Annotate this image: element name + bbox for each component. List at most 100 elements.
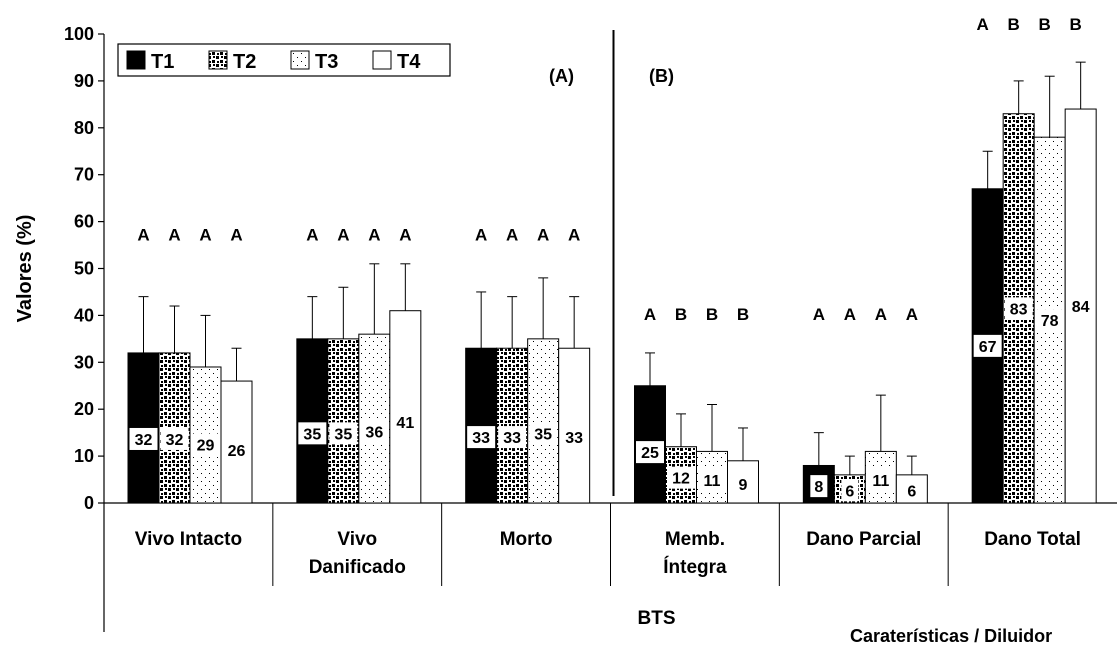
data-label-bg <box>298 422 327 445</box>
significance-letter: A <box>399 225 411 244</box>
significance-letter: A <box>199 225 211 244</box>
bar-t2 <box>158 352 191 504</box>
data-label: 35 <box>303 426 321 443</box>
category-label: Vivo <box>337 529 377 550</box>
category-label: Íntegra <box>663 556 727 578</box>
significance-letter: A <box>537 225 549 244</box>
y-tick-label: 30 <box>74 352 94 372</box>
data-label-bg <box>222 439 251 462</box>
significance-letter: A <box>306 225 318 244</box>
data-label-bg <box>866 468 895 491</box>
data-label-bg <box>160 427 189 450</box>
legend-label-t3: T3 <box>315 51 338 73</box>
y-tick-label: 10 <box>74 446 94 466</box>
data-label-bg <box>667 466 695 489</box>
significance-letter: B <box>675 305 687 324</box>
data-label: 32 <box>166 432 184 449</box>
data-label-bg <box>973 334 1002 357</box>
data-label-bg <box>734 473 752 496</box>
significance-letter: A <box>568 225 580 244</box>
data-label: 29 <box>197 438 215 455</box>
data-label: 32 <box>135 432 153 449</box>
data-label-bg <box>498 426 527 449</box>
data-label: 78 <box>1041 313 1059 330</box>
legend-label-t1: T1 <box>151 51 174 73</box>
data-label-bg <box>698 468 726 491</box>
data-label-bg <box>1035 309 1064 332</box>
data-label: 41 <box>396 415 414 432</box>
data-label-bg <box>129 427 158 450</box>
panel-label-a: (A) <box>549 66 574 86</box>
y-tick-label: 40 <box>74 305 94 325</box>
legend-swatch-t3 <box>290 50 310 70</box>
panel-label-b: (B) <box>649 66 674 86</box>
data-label-bg <box>391 411 420 434</box>
significance-letter: A <box>844 305 856 324</box>
data-label-bg <box>360 420 389 443</box>
category-label: Danificado <box>309 557 406 578</box>
significance-letter: A <box>368 225 380 244</box>
data-label-bg <box>1004 297 1033 320</box>
data-label: 6 <box>907 483 916 500</box>
y-tick-label: 100 <box>64 24 94 44</box>
significance-letter: B <box>706 305 718 324</box>
significance-letter: A <box>977 15 989 34</box>
bar-t4 <box>389 310 422 504</box>
data-label-bg <box>191 433 220 456</box>
significance-letter: A <box>506 225 518 244</box>
y-tick-label: 70 <box>74 165 94 185</box>
bar-t1 <box>127 352 160 504</box>
data-label-bg <box>329 422 358 445</box>
data-label-bg <box>810 475 828 498</box>
category-label: Memb. <box>665 529 725 550</box>
significance-letter: B <box>1039 15 1051 34</box>
data-label: 67 <box>979 339 997 356</box>
data-label: 36 <box>365 424 383 441</box>
significance-letter: B <box>1070 15 1082 34</box>
significance-letter: A <box>337 225 349 244</box>
data-label-bg <box>636 441 664 464</box>
category-label: Dano Parcial <box>806 529 921 550</box>
y-tick-label: 80 <box>74 118 94 138</box>
y-axis-label: Valores (%) <box>14 215 36 323</box>
legend: T1 T2 T3 T4 <box>117 43 451 77</box>
y-tick-label: 90 <box>74 71 94 91</box>
data-label: 35 <box>534 426 552 443</box>
category-label: Dano Total <box>984 529 1081 550</box>
axes: 0 10 20 30 40 50 60 70 80 90 100 Valores (%) <box>14 24 1117 632</box>
data-label: 33 <box>472 430 490 447</box>
significance-letter: A <box>168 225 180 244</box>
data-label: 11 <box>872 473 889 490</box>
bar-t1 <box>465 347 498 504</box>
data-label: 8 <box>814 479 823 496</box>
legend-label-t4: T4 <box>397 51 421 73</box>
data-label: 11 <box>704 473 721 490</box>
x-axis-label: Caraterísticas / Diluidor <box>850 626 1052 646</box>
legend-swatch-t1 <box>126 50 146 70</box>
y-tick-label: 60 <box>74 212 94 232</box>
significance-letter: A <box>137 225 149 244</box>
bar-t2 <box>327 338 360 504</box>
legend-box <box>117 43 451 77</box>
significance-letter: A <box>230 225 242 244</box>
y-tick-label: 0 <box>84 493 94 513</box>
significance-letter: A <box>475 225 487 244</box>
data-label: 33 <box>565 430 583 447</box>
significance-letter: B <box>1008 15 1020 34</box>
data-label-bg <box>467 426 496 449</box>
legend-swatch-t4 <box>372 50 392 70</box>
data-label: 26 <box>228 443 246 460</box>
significance-letter: A <box>906 305 918 324</box>
bar-t3 <box>358 333 391 504</box>
significance-letter: A <box>875 305 887 324</box>
legend-label-t2: T2 <box>233 51 256 73</box>
legend-swatch-t2 <box>208 50 228 70</box>
data-label: 12 <box>672 471 690 488</box>
data-label-bg <box>903 479 921 502</box>
significance-letter: B <box>737 305 749 324</box>
category-label: Morto <box>500 529 553 550</box>
data-label: 33 <box>503 430 521 447</box>
group-label: BTS <box>638 608 676 629</box>
bar-t4 <box>558 347 591 504</box>
data-label: 25 <box>641 445 659 462</box>
